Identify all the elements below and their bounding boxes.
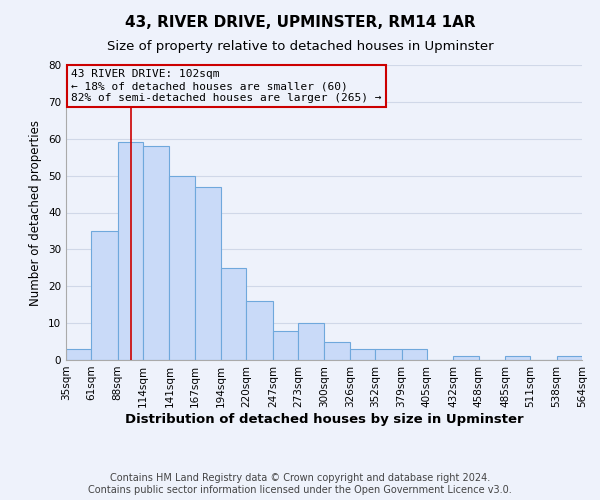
Bar xyxy=(325,342,350,360)
Bar xyxy=(375,349,401,360)
Y-axis label: Number of detached properties: Number of detached properties xyxy=(29,120,43,306)
Bar xyxy=(91,231,118,360)
Bar xyxy=(66,349,91,360)
Bar xyxy=(221,268,247,360)
X-axis label: Distribution of detached houses by size in Upminster: Distribution of detached houses by size … xyxy=(125,412,523,426)
Text: Contains HM Land Registry data © Crown copyright and database right 2024.
Contai: Contains HM Land Registry data © Crown c… xyxy=(88,474,512,495)
Bar xyxy=(350,349,375,360)
Bar xyxy=(557,356,582,360)
Bar xyxy=(298,323,325,360)
Bar xyxy=(143,146,169,360)
Bar xyxy=(169,176,195,360)
Bar xyxy=(505,356,530,360)
Text: 43 RIVER DRIVE: 102sqm
← 18% of detached houses are smaller (60)
82% of semi-det: 43 RIVER DRIVE: 102sqm ← 18% of detached… xyxy=(71,70,382,102)
Bar xyxy=(247,301,273,360)
Bar xyxy=(453,356,479,360)
Bar xyxy=(118,142,143,360)
Bar xyxy=(273,330,298,360)
Text: 43, RIVER DRIVE, UPMINSTER, RM14 1AR: 43, RIVER DRIVE, UPMINSTER, RM14 1AR xyxy=(125,15,475,30)
Text: Size of property relative to detached houses in Upminster: Size of property relative to detached ho… xyxy=(107,40,493,53)
Bar xyxy=(401,349,427,360)
Bar xyxy=(195,186,221,360)
